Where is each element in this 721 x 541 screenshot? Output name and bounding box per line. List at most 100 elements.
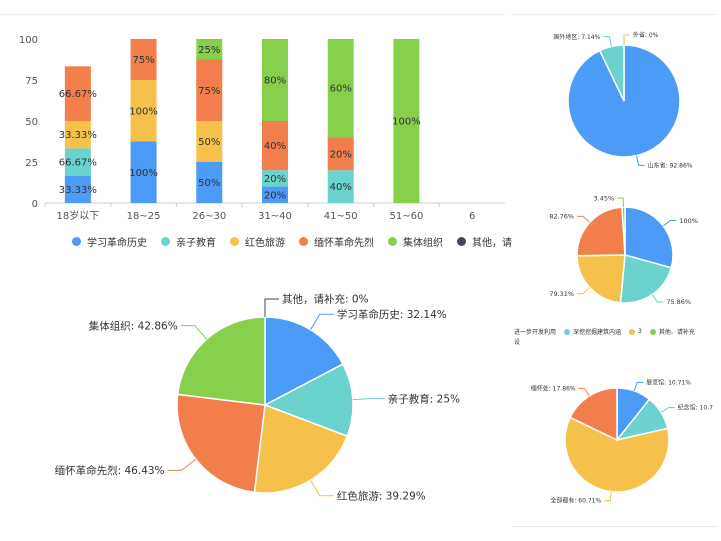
legend-label: 红色旅游 [245,238,285,249]
bar-segment[interactable] [196,121,223,162]
bar-data-label: 33.33% [59,185,97,196]
pie-slice[interactable] [176,316,266,406]
venue-pie-chart: 展览馆: 10.71% 纪念馆: 10.7 全部都有: 60.71% 缅怀处: 17.… [531,379,713,505]
bar-segment[interactable] [262,121,288,171]
y-tick-label: 100 [19,35,38,46]
legend-item[interactable]: 亲子教育 [161,234,216,249]
legend-item[interactable]: 深挖挖掘建筑内涵 [564,327,621,336]
development-pie-chart: 100% 75.86% 79.31% 82.76% 3.45% [549,194,698,306]
legend-item[interactable]: 集体组织 [388,234,443,249]
pie-leader-line [352,398,385,401]
legend-label: 其他，请补充 [472,238,532,249]
legend-swatch [457,237,466,246]
region-pie-panel: 山东省: 92.86% 国外地区: 7.14% 外省: 0% [512,14,717,183]
bar-data-label: 20% [264,174,286,185]
bar-segment[interactable] [196,39,223,60]
pie-leader-line [604,491,612,502]
bar-segment[interactable] [327,137,354,171]
pie-slice-label: 集体组织: 42.86% [89,319,178,332]
bar-segment[interactable] [64,120,91,149]
legend-swatch [72,237,81,246]
bar-segment[interactable] [64,148,91,176]
legend-swatch [299,237,308,246]
development-legend-row: 进一步开发利用 深挖挖掘建筑内涵 3 其他、请补充 [514,327,703,336]
pie-slice[interactable] [176,393,266,494]
legend-label: 3 [638,328,642,335]
bar-data-label: 100% [129,168,158,179]
legend-swatch [649,328,656,335]
pie-slice-label: 外省: 0% [633,31,659,39]
bar-segment[interactable] [130,80,157,142]
legend-swatch [388,237,397,246]
pie-slice[interactable] [624,206,674,269]
legend-label: 进一步开发利用 [514,329,557,336]
bar-data-label: 20% [330,149,352,160]
bar-data-label: 25% [198,45,220,56]
legend-item[interactable]: 其他、请补充 [649,327,695,336]
y-tick-label: 0 [32,199,38,210]
pie-leader-line [167,458,197,471]
bar-segment[interactable] [196,59,223,122]
y-tick-label: 25 [25,158,38,169]
x-tick-label: 41~50 [324,211,358,222]
pie-slice[interactable] [264,316,344,407]
pie-slice[interactable] [253,403,349,494]
legend-label: 缅怀革命先烈 [314,238,374,249]
bar-segment[interactable] [262,39,288,121]
pie-slice[interactable] [576,206,626,257]
bar-data-label: 60% [330,84,352,95]
bar-data-label: 75% [132,55,154,66]
pie-slice[interactable] [619,254,673,304]
pie-leader-line [578,387,590,397]
pie-leader-line [651,294,664,303]
legend-item[interactable]: 缅怀革命先烈 [299,234,374,249]
x-tick-label: 26~30 [192,211,226,222]
pie-leader-line [623,34,630,45]
pie-slice[interactable] [564,416,670,493]
bar-segment[interactable] [262,170,288,187]
bar-data-label: 33.33% [59,130,97,141]
legend-item[interactable]: 其他，请补充 [457,234,532,249]
bar-segment[interactable] [64,66,91,121]
bar-segment[interactable] [393,39,420,203]
bar-segment[interactable] [262,186,288,203]
pie-slice[interactable] [567,44,681,158]
pie-leader-line [180,325,208,340]
bar-segment[interactable] [130,39,157,80]
pie-slice-label: 纪念馆: 10.7 [678,404,713,412]
x-tick-label: 31~40 [258,211,292,222]
bar-data-label: 66.67% [59,157,97,168]
bar-segment[interactable] [64,175,91,203]
development-legend-suffix: 设 [514,339,521,346]
pie-slice-label: 山东省: 92.86% [648,161,693,169]
pie-slice[interactable] [576,254,626,304]
activity-pie-panel: 学习革命历史: 32.14% 亲子教育: 25% 红色旅游: 39.29% 缅怀革命先… [0,280,505,535]
pie-slice-label: 缅怀处: 17.86% [531,384,576,392]
bar-data-label: 100% [392,117,421,128]
pie-slice[interactable] [598,44,625,102]
bar-segment[interactable] [130,141,157,204]
legend-swatch [564,328,571,335]
pie-slice[interactable] [263,363,354,438]
pie-slice-label: 其他，请补充: 0% [282,293,369,306]
bar-data-label: 100% [129,106,158,117]
y-tick-label: 50 [25,117,38,128]
legend-swatch [161,237,170,246]
bar-segment[interactable] [327,39,354,138]
pie-leader-line [577,215,591,223]
y-tick-label: 75 [25,76,38,87]
pie-leader-line [264,298,279,317]
pie-slice-label: 100% [679,217,698,225]
pie-leader-line [310,313,334,330]
bar-segment[interactable] [327,170,354,203]
bar-data-label: 40% [264,141,286,152]
legend-item[interactable]: 进一步开发利用 [514,327,556,336]
bar-data-label: 40% [330,182,352,193]
legend-item[interactable]: 红色旅游 [230,234,285,249]
x-tick-label: 51~60 [390,211,424,222]
legend-swatch [230,237,239,246]
bar-segment[interactable] [196,162,223,203]
legend-item[interactable]: 3 [629,328,642,335]
legend-label: 集体组织 [403,238,443,249]
legend-item[interactable]: 学习革命历史 [72,234,147,249]
